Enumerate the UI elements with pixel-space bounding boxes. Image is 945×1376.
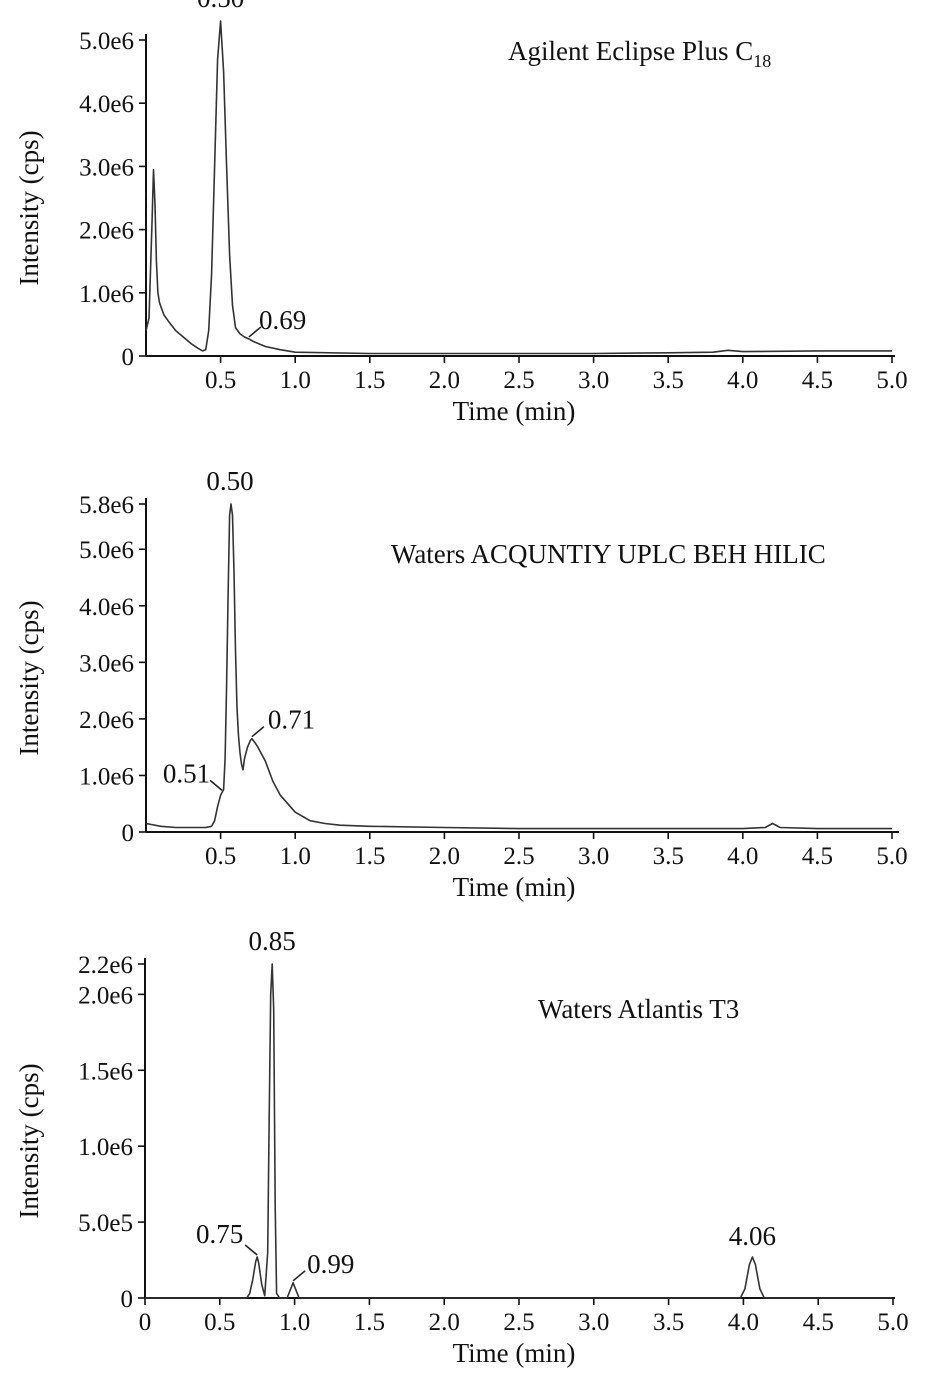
x-tick-label: 3.5 xyxy=(653,1309,684,1336)
x-tick-label: 3.5 xyxy=(653,843,684,870)
y-tick-label: 5.0e5 xyxy=(78,1210,133,1237)
y-tick-label: 1.0e6 xyxy=(79,763,134,790)
peak-leader-line xyxy=(248,326,262,338)
x-tick-label: 2.0 xyxy=(429,1309,460,1336)
x-tick-label: 2.0 xyxy=(429,843,460,870)
x-tick-label: 3.0 xyxy=(578,843,609,870)
y-axis-title: Intensity (cps) xyxy=(14,1063,44,1218)
peak-label: 0.99 xyxy=(307,1249,354,1279)
column-name: Agilent Eclipse Plus C18 xyxy=(508,36,771,71)
y-tick-label: 3.0e6 xyxy=(79,650,134,677)
x-tick-label: 0.5 xyxy=(204,1309,235,1336)
y-tick-label: 1.0e6 xyxy=(78,1134,133,1161)
x-tick-label: 0 xyxy=(139,1309,152,1336)
y-tick-label: 1.5e6 xyxy=(78,1058,133,1085)
x-tick-label: 0.5 xyxy=(205,367,236,394)
x-tick-label: 3.0 xyxy=(578,1309,609,1336)
x-tick-label: 2.5 xyxy=(503,843,534,870)
x-axis-title: Time (min) xyxy=(453,1338,576,1368)
peak-label: 0.69 xyxy=(259,305,306,335)
x-tick-label: 4.0 xyxy=(727,367,758,394)
peak-label: 0.51 xyxy=(163,758,210,788)
x-tick-label: 4.0 xyxy=(728,1309,759,1336)
x-tick-label: 5.0 xyxy=(876,367,907,394)
y-axis-title: Intensity (cps) xyxy=(14,600,44,755)
peak-leader-line xyxy=(244,1244,258,1256)
x-tick-label: 4.0 xyxy=(727,843,758,870)
y-tick-label: 5.0e6 xyxy=(79,28,134,55)
y-tick-label: 4.0e6 xyxy=(79,594,134,621)
chromatogram-trace xyxy=(145,963,893,1299)
y-axis-title: Intensity (cps) xyxy=(14,130,44,285)
y-tick-label: 0 xyxy=(122,344,135,371)
column-name: Waters ACQUNTIY UPLC BEH HILIC xyxy=(391,539,826,569)
x-tick-label: 1.0 xyxy=(279,1309,310,1336)
chromatogram-trace xyxy=(145,503,892,830)
x-tick-label: 4.5 xyxy=(802,367,833,394)
x-axis-title: Time (min) xyxy=(453,396,576,426)
x-tick-label: 2.5 xyxy=(503,1309,534,1336)
y-tick-label: 5.0e6 xyxy=(79,537,134,564)
x-tick-label: 0.5 xyxy=(205,843,236,870)
chart-panel-1: 0.5 1.0 1.5 2.0 2.5 3.0 3.5 4.0 4.5 5.0 0 1.0e6 2.0e… xyxy=(14,0,908,426)
x-tick-label: 5.0 xyxy=(876,843,907,870)
x-tick-label: 1.0 xyxy=(280,843,311,870)
chart-panel-3: 0 0.5 1.0 1.5 2.0 2.5 3.0 3.5 4.0 4.5 5.0 0 5.0e5 1.0… xyxy=(14,926,909,1368)
y-tick-label: 0 xyxy=(121,1286,134,1313)
peak-label: 0.50 xyxy=(197,0,244,13)
x-tick-label: 1.0 xyxy=(280,367,311,394)
peak-leader-line xyxy=(209,779,223,792)
peak-label: 4.06 xyxy=(729,1221,776,1251)
x-tick-label: 2.0 xyxy=(429,367,460,394)
x-tick-label: 2.5 xyxy=(503,367,534,394)
peak-leader-line xyxy=(292,1270,306,1282)
y-tick-label: 2.2e6 xyxy=(78,952,133,979)
x-tick-label: 3.5 xyxy=(653,367,684,394)
peak-leader-line xyxy=(251,726,265,738)
chart-panel-2: 0.5 1.0 1.5 2.0 2.5 3.0 3.5 4.0 4.5 5.0 0 1.0e6 2.0e… xyxy=(14,466,908,902)
y-tick-label: 5.8e6 xyxy=(79,492,134,519)
x-tick-label: 4.5 xyxy=(802,843,833,870)
x-tick-label: 1.5 xyxy=(354,367,385,394)
peak-label: 0.75 xyxy=(196,1219,243,1249)
column-name: Waters Atlantis T3 xyxy=(538,994,739,1024)
peak-label: 0.71 xyxy=(268,705,315,735)
x-tick-label: 1.5 xyxy=(354,843,385,870)
y-tick-label: 2.0e6 xyxy=(79,707,134,734)
x-tick-label: 3.0 xyxy=(578,367,609,394)
peak-label: 0.50 xyxy=(206,466,253,496)
x-axis-title: Time (min) xyxy=(453,872,576,902)
y-tick-label: 2.0e6 xyxy=(79,218,134,245)
x-tick-label: 4.5 xyxy=(803,1309,834,1336)
y-tick-label: 0 xyxy=(122,820,135,847)
y-tick-label: 4.0e6 xyxy=(79,91,134,118)
chromatogram-trace xyxy=(145,20,892,355)
y-tick-label: 1.0e6 xyxy=(79,281,134,308)
x-tick-label: 1.5 xyxy=(354,1309,385,1336)
peak-label: 0.85 xyxy=(249,926,296,956)
x-tick-label: 5.0 xyxy=(877,1309,908,1336)
y-tick-label: 2.0e6 xyxy=(78,982,133,1009)
y-tick-label: 3.0e6 xyxy=(79,154,134,181)
